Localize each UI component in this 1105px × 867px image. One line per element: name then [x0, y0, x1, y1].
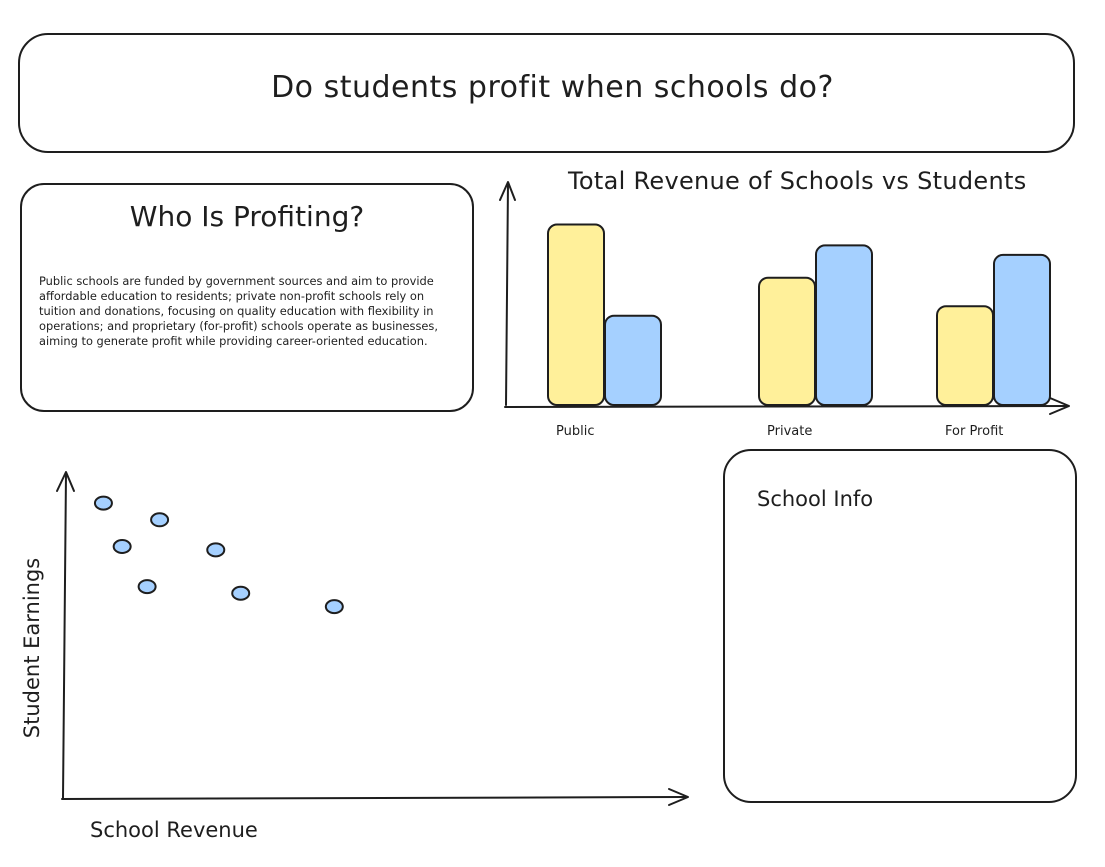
scatter-point-3 [112, 539, 132, 554]
scatter-point-5 [137, 579, 157, 595]
who-is-profiting-panel [20, 183, 474, 412]
bar-for-profit-blue [993, 253, 1051, 406]
title-panel [18, 33, 1075, 153]
scatter-point-6 [231, 585, 251, 601]
scatter-chart-axes [56, 471, 689, 806]
bar-for-profit-yellow [936, 305, 994, 407]
scatter-point-4 [206, 542, 226, 558]
scatter-point-1 [93, 495, 113, 511]
who-is-profiting-heading: Who Is Profiting? [129, 200, 365, 233]
scatter-x-axis-label: School Revenue [90, 818, 258, 842]
bar-private-yellow [758, 276, 816, 407]
bar-private-blue [815, 244, 873, 406]
bar-public-yellow [547, 223, 605, 406]
school-info-panel [723, 449, 1077, 803]
school-info-title: School Info [757, 487, 874, 511]
bar-category-label: For Profit [945, 424, 1003, 439]
bar-public-blue [604, 314, 662, 407]
scatter-point-2 [150, 512, 170, 528]
bar-category-label: Private [767, 424, 812, 439]
bar-chart-axes [499, 181, 1070, 415]
scatter-point-7 [324, 599, 344, 615]
who-is-profiting-text: Public schools are funded by government … [39, 274, 438, 348]
bar-chart-title: Total Revenue of Schools vs Students [568, 167, 1027, 195]
scatter-y-axis-label: Student Earnings [20, 557, 44, 739]
page-title: Do students profit when schools do? [271, 70, 834, 105]
bar-category-label: Public [556, 424, 594, 439]
